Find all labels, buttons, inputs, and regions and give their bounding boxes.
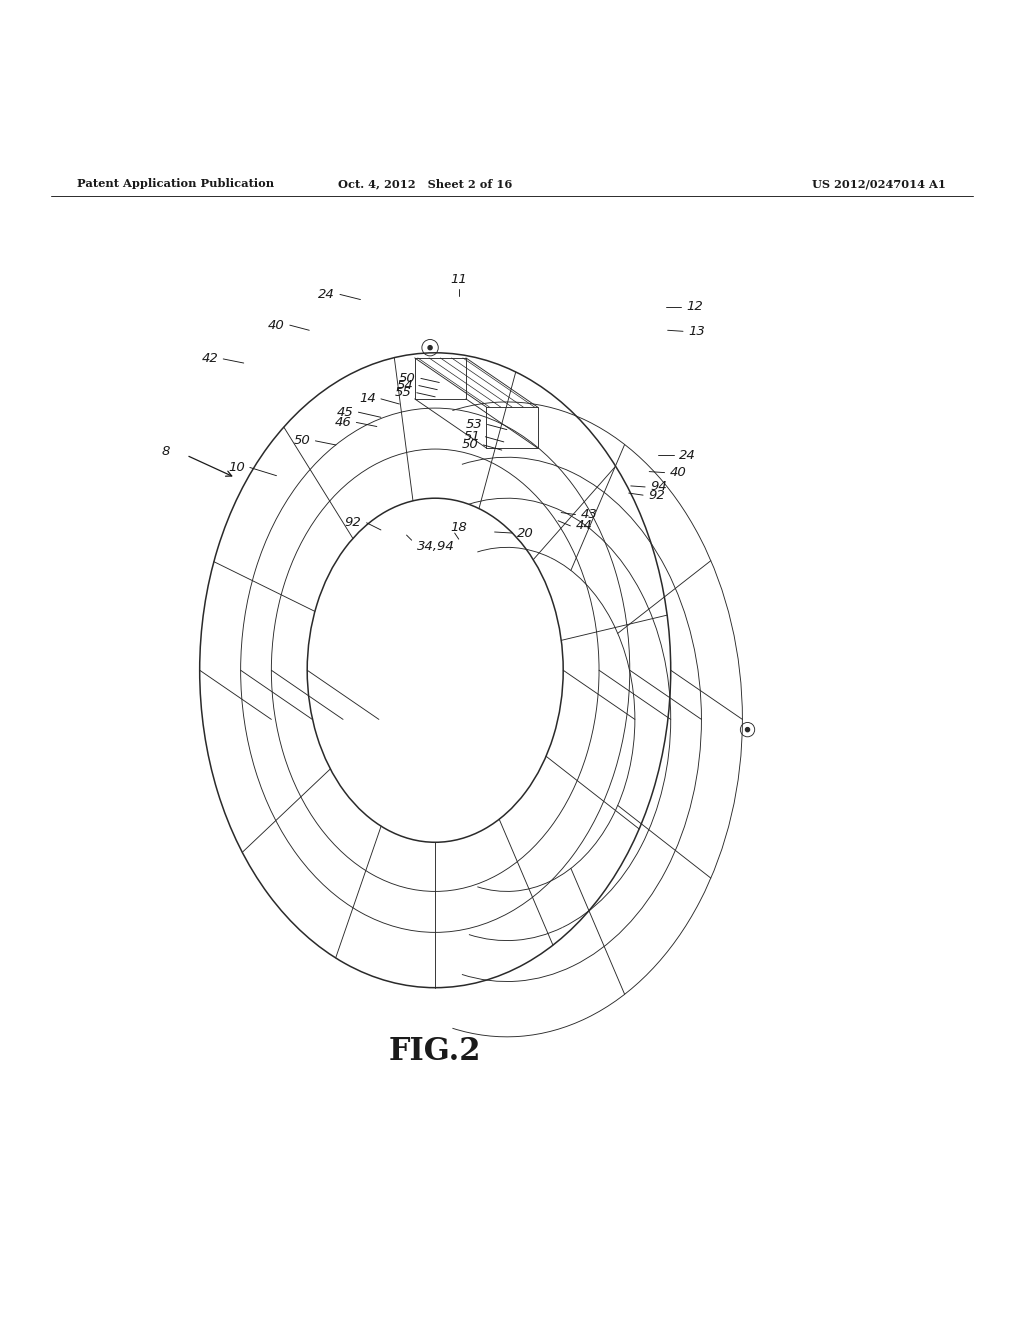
- Circle shape: [428, 346, 432, 350]
- Text: Oct. 4, 2012   Sheet 2 of 16: Oct. 4, 2012 Sheet 2 of 16: [338, 178, 512, 189]
- Circle shape: [745, 727, 750, 731]
- Text: 53: 53: [466, 418, 482, 430]
- Text: 46: 46: [335, 416, 351, 429]
- Text: 51: 51: [464, 430, 480, 444]
- Text: US 2012/0247014 A1: US 2012/0247014 A1: [812, 178, 945, 189]
- Text: 8: 8: [162, 445, 170, 458]
- Text: 20: 20: [517, 527, 534, 540]
- Text: 92: 92: [345, 516, 361, 529]
- Text: 42: 42: [202, 352, 218, 366]
- Text: Patent Application Publication: Patent Application Publication: [77, 178, 274, 189]
- Text: 92: 92: [648, 488, 665, 502]
- Text: 24: 24: [318, 288, 335, 301]
- Text: 43: 43: [581, 508, 597, 521]
- Text: 44: 44: [575, 519, 592, 532]
- Text: 40: 40: [268, 318, 285, 331]
- Text: 54: 54: [397, 379, 414, 392]
- Text: 40: 40: [670, 466, 686, 479]
- Text: 50: 50: [399, 372, 416, 385]
- Text: 50: 50: [462, 438, 478, 451]
- Text: 11: 11: [451, 273, 467, 286]
- Text: 14: 14: [359, 392, 376, 405]
- Text: 18: 18: [451, 521, 467, 535]
- Text: 34,94: 34,94: [417, 540, 455, 553]
- Text: 12: 12: [686, 300, 702, 313]
- Text: 94: 94: [650, 480, 667, 494]
- Text: 24: 24: [679, 449, 695, 462]
- Text: 10: 10: [228, 461, 245, 474]
- Text: 50: 50: [294, 434, 310, 447]
- Text: FIG.2: FIG.2: [389, 1036, 481, 1067]
- Text: 13: 13: [688, 325, 705, 338]
- Text: 45: 45: [337, 405, 353, 418]
- Text: 55: 55: [395, 387, 412, 399]
